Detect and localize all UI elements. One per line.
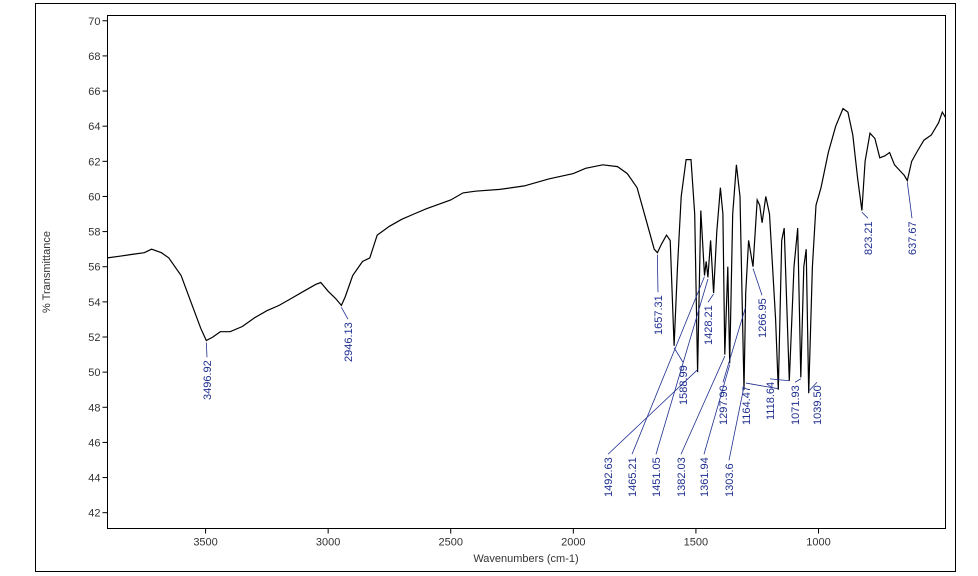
- peak-leader: [861, 211, 869, 219]
- peak-label: 1266.95: [757, 298, 769, 338]
- peak-leader: [707, 293, 714, 303]
- peak-label: 1382.03: [676, 457, 688, 497]
- peak-leader: [906, 182, 913, 219]
- plot-frame: [107, 15, 946, 529]
- y-tick-label: 62: [88, 156, 100, 168]
- peak-label: 1588.99: [678, 365, 690, 405]
- outer-frame: [35, 3, 956, 572]
- peak-label: 1118.64: [765, 382, 777, 420]
- x-tick-label: 3000: [316, 537, 340, 549]
- peak-label: 1428.21: [703, 305, 715, 345]
- peak-label: 2946.13: [343, 322, 355, 362]
- x-tick-label: 1000: [806, 537, 830, 549]
- y-tick-label: 70: [88, 16, 100, 28]
- y-tick-label: 56: [88, 262, 100, 274]
- x-tick-label: 2500: [438, 537, 462, 549]
- peak-leader: [794, 378, 802, 383]
- peak-leader: [655, 279, 709, 455]
- peak-label: 1451.05: [651, 457, 663, 497]
- peak-leader: [341, 307, 349, 320]
- y-tick-label: 44: [88, 473, 100, 485]
- peak-leader: [680, 355, 726, 455]
- peak-label: 1164.47: [741, 386, 753, 425]
- peak-label: 823.21: [863, 221, 875, 255]
- y-tick-label: 46: [88, 437, 100, 449]
- y-tick-label: 58: [88, 227, 100, 239]
- peak-leader: [752, 268, 763, 296]
- y-tick-label: 64: [88, 121, 100, 133]
- peak-leader: [205, 342, 208, 358]
- y-tick-label: 68: [88, 51, 100, 63]
- peak-leader: [703, 364, 731, 455]
- peak-leader: [728, 386, 745, 461]
- peak-label: 1297.90: [718, 385, 730, 425]
- peak-leader: [745, 382, 779, 390]
- peak-label: 1465.21: [627, 457, 639, 497]
- peak-leader: [769, 378, 790, 382]
- peak-leader: [631, 276, 705, 455]
- x-tick-label: 3500: [193, 537, 217, 549]
- y-tick-label: 52: [88, 332, 100, 344]
- peak-label: 1492.63: [603, 457, 615, 497]
- y-tick-label: 50: [88, 367, 100, 379]
- y-tick-label: 54: [88, 297, 100, 309]
- peak-label: 1303.6: [724, 463, 736, 497]
- peak-label: 637.67: [907, 221, 919, 255]
- x-tick-label: 1500: [684, 537, 708, 549]
- peak-label: 3496.92: [202, 360, 214, 400]
- y-tick-label: 60: [88, 191, 100, 203]
- x-tick-label: 2000: [561, 537, 585, 549]
- y-tick-label: 42: [88, 508, 100, 520]
- peak-leader: [656, 254, 659, 293]
- spectrum-line: [107, 107, 947, 394]
- y-axis-label: % Transmittance: [41, 231, 53, 313]
- peak-leader: [722, 307, 746, 383]
- peak-leader: [673, 347, 684, 363]
- peak-leader: [607, 369, 698, 455]
- peak-label: 1071.93: [790, 385, 802, 425]
- peak-label: 1657.31: [653, 295, 665, 335]
- peak-label: 1039.50: [812, 385, 824, 425]
- y-tick-label: 48: [88, 402, 100, 414]
- y-tick-label: 66: [88, 86, 100, 98]
- peak-label: 1361.94: [699, 457, 711, 497]
- x-axis-label: Wavenumbers (cm-1): [473, 553, 578, 565]
- peak-leader: [808, 381, 818, 392]
